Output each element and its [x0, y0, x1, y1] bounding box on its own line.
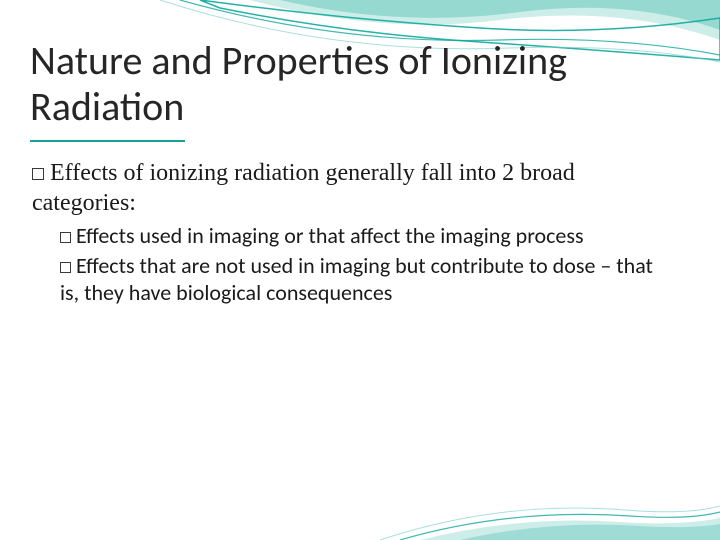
- bullet-main-text: Effects of ionizing radiation generally …: [32, 160, 575, 216]
- square-bullet-icon: [60, 262, 71, 273]
- bullet-sub-text: Effects used in imaging or that affect t…: [76, 222, 584, 249]
- title-underline: [30, 140, 185, 142]
- slide-container: Nature and Properties of Ionizing Radiat…: [0, 0, 720, 540]
- square-bullet-icon: [60, 232, 71, 243]
- slide-title: Nature and Properties of Ionizing Radiat…: [30, 38, 690, 130]
- bullet-level2: Effects used in imaging or that affect t…: [60, 222, 675, 250]
- slide-body: Effects of ionizing radiation generally …: [32, 158, 675, 309]
- bullet-sub-text: Effects that are not used in imaging but…: [60, 252, 653, 307]
- square-bullet-icon: [32, 168, 44, 180]
- bullet-level1: Effects of ionizing radiation generally …: [32, 158, 675, 218]
- bullet-level2: Effects that are not used in imaging but…: [60, 252, 675, 307]
- decorative-wave-bottom: [0, 480, 720, 540]
- wave-bottom-svg: [0, 480, 720, 540]
